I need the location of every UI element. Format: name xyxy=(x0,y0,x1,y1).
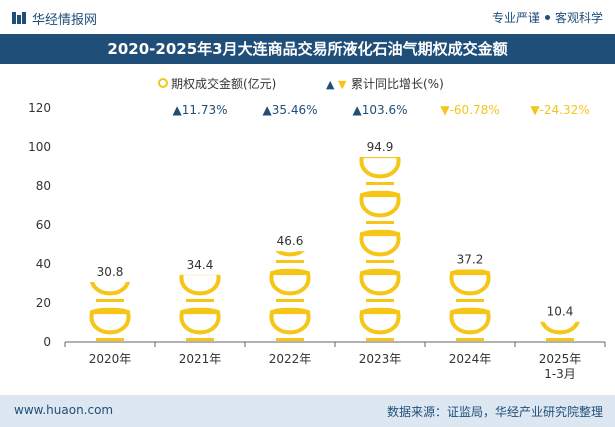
growth-label: ▲103.6% xyxy=(353,103,408,117)
bar-pot-rim xyxy=(362,307,398,314)
brand-logo-icon xyxy=(12,12,26,24)
bar-pot-body xyxy=(540,321,580,335)
bar-pot-rim xyxy=(452,307,488,314)
chart-title: 2020-2025年3月大连商品交易所液化石油气期权成交金额 xyxy=(107,40,508,58)
x-tick-label: 2022年 xyxy=(269,352,312,366)
bar-pot-body xyxy=(275,251,305,257)
bar-pot-body xyxy=(269,271,311,296)
bar-pot-rim xyxy=(368,156,392,158)
bar-pot-foot xyxy=(366,221,394,224)
bar-pot-foot xyxy=(186,338,214,341)
bar-pot-body xyxy=(359,156,401,179)
y-tick-label: 120 xyxy=(28,101,51,115)
tagline-right: 客观科学 xyxy=(554,11,603,25)
bar-pot-body xyxy=(179,274,221,296)
growth-label: ▼-60.78% xyxy=(440,103,499,117)
bar-chart: 期权成交金额(亿元) ▲ ▼ 累计同比增长(%) 0 20 40 60 80 100 120 30.8… xyxy=(28,76,606,381)
bar-value-label: 94.9 xyxy=(367,140,394,154)
footer-bar: www.huaon.com 数据来源：证监局，华经产业研究院整理 xyxy=(0,395,615,427)
bar-pot-foot xyxy=(546,338,574,341)
bar-pot-rim xyxy=(272,307,308,314)
legend-label-growth: 累计同比增长(%) xyxy=(351,77,444,91)
bar-pot-rim xyxy=(362,190,398,197)
x-tick-label: 2021年 xyxy=(179,352,222,366)
bar-pot-body xyxy=(359,310,401,335)
x-tick-label: 2020年 xyxy=(89,352,132,366)
bar-pot-body xyxy=(89,310,131,335)
y-tick-label: 100 xyxy=(28,140,51,154)
bar-pot-rim xyxy=(182,307,218,314)
x-tick-label: 2025年 xyxy=(539,352,582,366)
y-tick-label: 20 xyxy=(36,296,51,310)
bar-pot-foot xyxy=(366,338,394,341)
title-bar: 2020-2025年3月大连商品交易所液化石油气期权成交金额 xyxy=(0,34,615,64)
bar-pot-body xyxy=(359,271,401,296)
bar-pot-foot xyxy=(366,299,394,302)
bar-pot-foot xyxy=(366,182,394,185)
footer-source: 数据来源：证监局，华经产业研究院整理 xyxy=(386,405,603,419)
bar-pot-foot xyxy=(456,299,484,302)
bar-pot-foot xyxy=(186,299,214,302)
bar-pot-body xyxy=(359,193,401,218)
tagline-left: 专业严谨 xyxy=(491,11,540,25)
bar-pot-foot xyxy=(276,299,304,302)
bar xyxy=(269,251,311,341)
bar-pot-body xyxy=(90,281,130,296)
bar-value-label: 30.8 xyxy=(97,265,124,279)
brand-name: 华经情报网 xyxy=(32,13,98,28)
legend-marker-down: ▼ xyxy=(338,78,347,91)
y-tick-label: 60 xyxy=(36,218,51,232)
x-tick-label: 2024年 xyxy=(449,352,492,366)
legend-label-amount: 期权成交金额(亿元) xyxy=(171,76,276,91)
bar-pot-body xyxy=(269,310,311,335)
bar-value-label: 46.6 xyxy=(277,234,304,248)
bar-pot-rim xyxy=(362,229,398,236)
bar-pot-foot xyxy=(96,338,124,341)
bar-pot-body xyxy=(359,232,401,257)
bar xyxy=(540,321,580,341)
y-tick-label: 0 xyxy=(43,335,51,349)
bar-pot-foot xyxy=(276,338,304,341)
bar-pot-rim xyxy=(452,269,488,275)
bar-pot-body xyxy=(179,310,221,335)
bar-pot-body xyxy=(449,310,491,335)
x-tick-label: 1-3月 xyxy=(544,367,576,381)
legend-marker-up: ▲ xyxy=(326,78,335,91)
bar-pot-rim xyxy=(92,307,128,314)
y-tick-label: 40 xyxy=(36,257,51,271)
top-bar: 华经情报网 专业严谨 客观科学 xyxy=(0,0,615,34)
bar-pot-foot xyxy=(276,260,304,263)
tagline: 专业严谨 客观科学 xyxy=(492,9,603,26)
legend-swatch-amount xyxy=(158,78,168,88)
bar-pot-foot xyxy=(96,299,124,302)
growth-label: ▼-24.32% xyxy=(530,103,589,117)
bar xyxy=(179,274,221,341)
footer-site: www.huaon.com xyxy=(14,403,114,417)
bar-value-label: 34.4 xyxy=(187,258,214,272)
bar-value-label: 10.4 xyxy=(547,305,574,319)
bar xyxy=(449,269,491,341)
bar xyxy=(359,156,401,341)
y-tick-label: 80 xyxy=(36,179,51,193)
bar-pot-rim xyxy=(362,268,398,275)
growth-label: ▲11.73% xyxy=(173,103,228,117)
tagline-dot xyxy=(544,15,550,20)
bar-pot-body xyxy=(449,271,491,296)
bar xyxy=(89,281,131,341)
bar-value-label: 37.2 xyxy=(457,252,484,266)
x-tick-label: 2023年 xyxy=(359,352,402,366)
growth-label: ▲35.46% xyxy=(263,103,318,117)
bar-pot-foot xyxy=(456,338,484,341)
bar-pot-foot xyxy=(366,260,394,263)
chart-legend: 期权成交金额(亿元) ▲ ▼ 累计同比增长(%) xyxy=(158,76,444,91)
bar-pot-rim xyxy=(272,268,308,275)
